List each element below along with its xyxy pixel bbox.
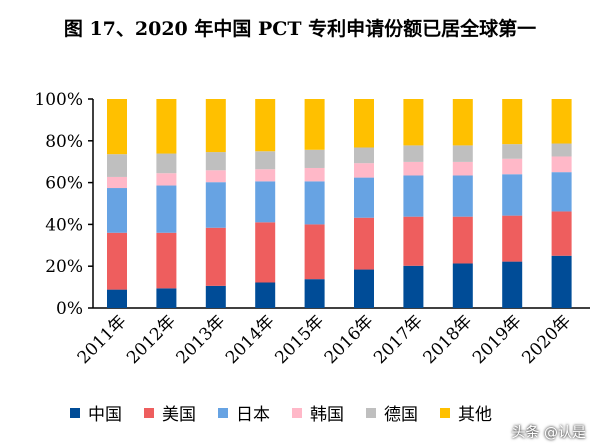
bar-segment-中国 [156,288,177,308]
legend-swatch [292,407,302,418]
legend-swatch [70,407,80,418]
bar-segment-韩国 [156,173,177,186]
y-tick-label: 20% [45,257,83,277]
y-tick-label: 100% [34,90,83,110]
bar-segment-德国 [255,151,276,170]
bar-segment-韩国 [255,169,276,182]
bar-segment-中国 [502,261,523,308]
y-tick-label: 0% [56,299,83,319]
x-tick-label: 2019年 [469,311,526,368]
bar-segment-日本 [354,177,374,218]
bar-segment-韩国 [107,176,127,189]
bar-segment-中国 [551,255,572,308]
x-tick-label: 2011年 [74,311,131,368]
x-tick-label: 2020年 [518,311,575,368]
x-tick-label: 2013年 [173,311,230,368]
bar-segment-韩国 [205,170,226,183]
legend-item: 韩国 [292,400,344,425]
bar-segment-美国 [107,232,127,290]
bar-segment-其他 [304,99,325,150]
bar-segment-其他 [205,99,226,153]
legend-item: 日本 [218,400,270,425]
legend-label: 中国 [88,405,122,425]
bar-segment-其他 [452,99,473,146]
bar-segment-美国 [403,216,424,266]
bar-segment-中国 [107,289,127,308]
bar-segment-其他 [156,99,177,154]
bar-segment-美国 [156,232,177,289]
legend-item: 中国 [70,400,122,425]
x-tick-label: 2018年 [420,311,477,368]
bar-segment-日本 [403,175,424,217]
bar-segment-日本 [255,181,276,223]
bar-segment-其他 [403,99,424,146]
bar-segment-其他 [502,99,523,145]
bar-segment-日本 [205,182,226,228]
legend-label: 日本 [236,405,270,425]
legend-label: 德国 [384,405,418,425]
bar-segment-德国 [354,147,374,164]
bar-segment-其他 [551,99,572,144]
legend-swatch [144,407,154,418]
legend-item: 其他 [440,400,492,425]
bar-segment-韩国 [403,161,424,176]
x-tick-label: 2016年 [321,311,378,368]
bar-segment-美国 [502,215,523,262]
bar-segment-日本 [156,185,177,233]
legend-item: 德国 [366,400,418,425]
bar-segment-德国 [205,152,226,171]
bar-segment-中国 [452,263,473,308]
bar-segment-德国 [502,144,523,159]
legend-label: 韩国 [310,405,344,425]
x-tick-label: 2012年 [123,311,180,368]
bar-segment-德国 [304,149,325,168]
bar-segment-中国 [304,279,325,308]
legend-label: 其他 [458,405,492,425]
bar-segment-美国 [551,211,572,256]
bar-segment-其他 [107,99,127,155]
bar-segment-其他 [354,99,374,148]
bar-segment-日本 [107,188,127,233]
x-tick-label: 2015年 [271,311,328,368]
bar-segment-日本 [502,174,523,216]
bar-segment-德国 [156,153,177,174]
bar-segment-德国 [452,145,473,162]
bar-segment-美国 [255,222,276,283]
bar-segment-韩国 [551,156,572,173]
chart-title: 图 17、2020 年中国 PCT 专利申请份额已居全球第一 [63,18,537,40]
bar-segment-美国 [452,216,473,264]
bar-segment-德国 [551,143,572,157]
legend-label: 美国 [162,405,196,425]
bar-segment-美国 [304,224,325,280]
bar-segment-日本 [551,172,572,212]
bar-segment-德国 [107,154,127,177]
bar-segment-美国 [354,217,374,270]
bar-segment-韩国 [502,158,523,175]
bar-segment-其他 [255,99,276,152]
bar-segment-韩国 [304,167,325,182]
bar-segment-韩国 [452,161,473,176]
legend-swatch [440,407,450,418]
x-tick-label: 2014年 [222,311,279,368]
legend: 中国 美国 日本 韩国 德国 其他 [70,400,514,425]
y-tick-label: 40% [45,215,83,235]
x-tick-label: 2017年 [370,311,427,368]
bar-segment-中国 [354,269,374,308]
bar-segment-日本 [452,175,473,217]
bar-segment-中国 [403,265,424,308]
watermark: 头条 @认是 [511,425,586,441]
legend-swatch [366,407,376,418]
bar-segment-韩国 [354,163,374,178]
bar-segment-美国 [205,227,226,286]
bar-segment-中国 [255,282,276,308]
y-tick-label: 60% [45,174,83,194]
bar-segment-德国 [403,145,424,162]
legend-swatch [218,407,228,418]
y-tick-label: 80% [45,132,83,152]
bar-segment-日本 [304,181,325,225]
bar-segment-中国 [205,285,226,308]
legend-item: 美国 [144,400,196,425]
